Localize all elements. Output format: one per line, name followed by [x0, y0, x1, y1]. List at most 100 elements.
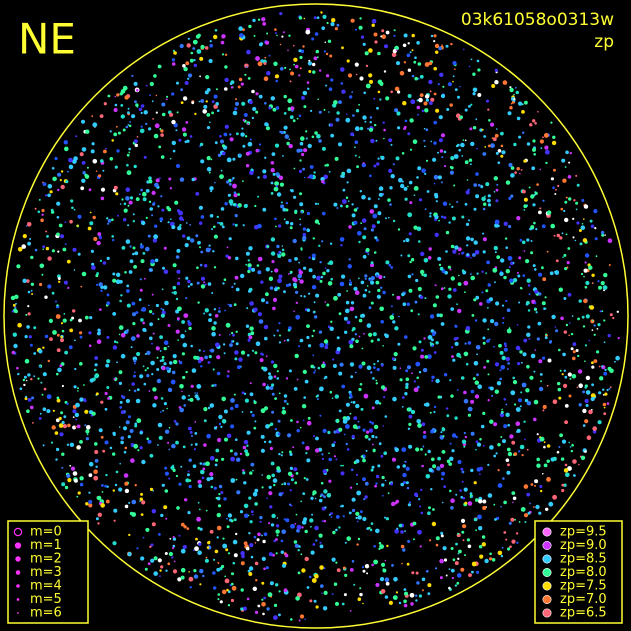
- star: [194, 443, 198, 446]
- star: [445, 250, 448, 253]
- star: [268, 375, 273, 380]
- star: [305, 452, 308, 455]
- star: [12, 332, 17, 337]
- magnitude-label: m=3: [30, 565, 62, 580]
- star: [500, 554, 504, 558]
- star: [67, 478, 72, 483]
- star: [571, 315, 574, 317]
- star: [254, 561, 259, 566]
- star: [366, 430, 370, 434]
- star: [327, 325, 331, 329]
- star: [358, 318, 363, 323]
- star: [204, 558, 209, 563]
- zp-swatch: [542, 554, 552, 564]
- star: [46, 235, 49, 238]
- star: [270, 596, 272, 598]
- star: [112, 272, 116, 276]
- star: [436, 341, 438, 344]
- star: [401, 406, 404, 408]
- star: [199, 583, 202, 586]
- star: [345, 204, 349, 208]
- star: [350, 375, 354, 379]
- star: [252, 586, 257, 591]
- star: [24, 335, 28, 339]
- star: [377, 90, 381, 94]
- star: [248, 496, 252, 500]
- star: [302, 369, 307, 374]
- star: [526, 332, 531, 337]
- star: [542, 404, 547, 410]
- star: [456, 143, 460, 147]
- star: [231, 585, 237, 591]
- star: [527, 284, 531, 287]
- star: [354, 333, 358, 336]
- star: [336, 207, 339, 209]
- star: [91, 142, 95, 146]
- star: [88, 491, 91, 494]
- star: [434, 284, 437, 287]
- star: [233, 518, 237, 522]
- star: [289, 115, 294, 120]
- star: [314, 315, 318, 319]
- star: [223, 278, 227, 282]
- star: [274, 181, 279, 187]
- star: [224, 77, 229, 83]
- star: [134, 422, 138, 426]
- star: [140, 318, 144, 322]
- star: [403, 599, 407, 604]
- star: [254, 488, 259, 493]
- star: [279, 43, 282, 46]
- star: [463, 431, 466, 435]
- star: [56, 304, 59, 307]
- star: [261, 486, 264, 489]
- star: [322, 606, 328, 611]
- star: [487, 493, 493, 498]
- star: [268, 440, 272, 444]
- star: [181, 390, 183, 393]
- star: [606, 388, 609, 392]
- star: [514, 518, 516, 521]
- magnitude-symbol: [13, 527, 23, 537]
- star: [381, 562, 386, 568]
- star: [296, 528, 300, 533]
- star: [214, 314, 219, 318]
- star: [552, 494, 557, 500]
- star: [38, 198, 41, 201]
- star: [290, 504, 293, 507]
- star: [397, 228, 401, 231]
- star: [536, 463, 541, 468]
- star: [336, 568, 341, 573]
- star: [401, 447, 407, 453]
- star: [507, 255, 513, 261]
- star: [515, 86, 517, 89]
- star: [159, 575, 161, 577]
- star: [145, 216, 148, 219]
- star: [299, 223, 302, 226]
- star: [340, 464, 342, 467]
- star: [510, 390, 516, 396]
- star: [591, 383, 594, 387]
- star: [359, 592, 363, 597]
- star: [187, 73, 193, 78]
- star: [47, 256, 52, 261]
- star: [61, 384, 64, 388]
- star: [572, 350, 576, 354]
- star: [467, 413, 471, 417]
- star: [518, 256, 522, 260]
- star: [182, 234, 186, 238]
- star: [216, 221, 219, 224]
- star: [106, 293, 110, 297]
- star: [103, 285, 108, 290]
- star: [470, 389, 475, 394]
- star: [207, 406, 211, 410]
- star: [162, 409, 165, 412]
- star: [358, 25, 363, 30]
- magnitude-label: m=2: [30, 552, 62, 567]
- star: [167, 562, 171, 566]
- star: [255, 579, 258, 582]
- star: [232, 157, 236, 161]
- star: [400, 254, 403, 257]
- star: [507, 547, 511, 551]
- star: [199, 142, 204, 147]
- star: [120, 440, 124, 445]
